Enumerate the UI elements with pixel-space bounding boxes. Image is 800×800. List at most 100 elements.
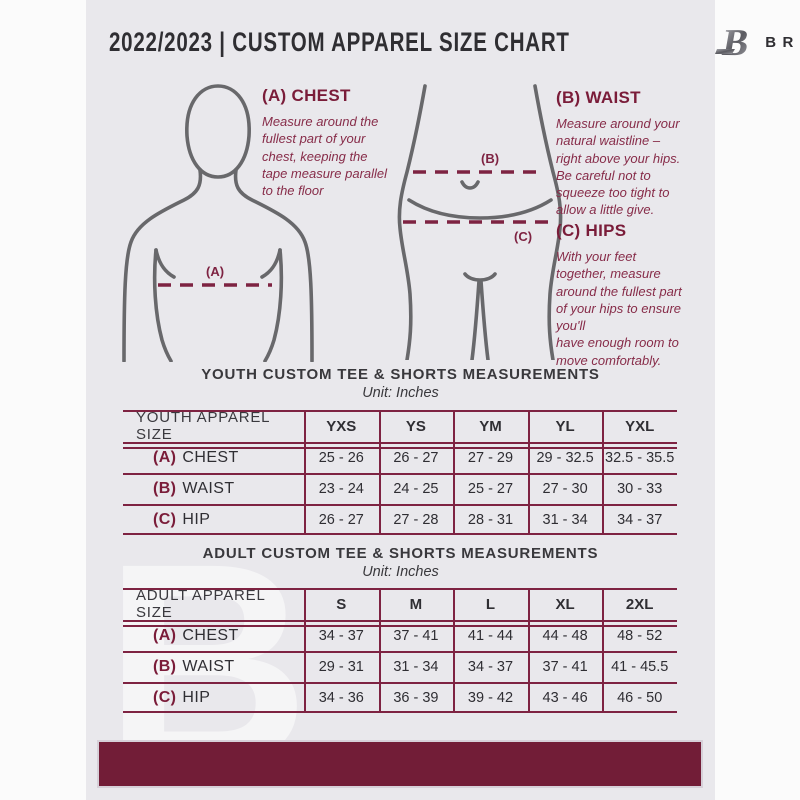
youth-size-table: YOUTH APPAREL SIZE YXS YS YM YL YXL (A) CHEST 25… [123, 409, 677, 535]
table-vertical-rule [528, 588, 530, 713]
adult-size-table: ADULT APPAREL SIZE S M L XL 2XL (A) CHEST 34 - 3… [123, 587, 677, 713]
size-header-l: L [485, 595, 496, 613]
row-label-waist: (B) WAIST [123, 651, 304, 682]
value-cell: 29 - 31 [318, 658, 364, 675]
value-cell: 44 - 48 [542, 627, 588, 644]
value-cell: 32.5 - 35.5 [605, 449, 675, 466]
value-cell: 29 - 32.5 [536, 449, 594, 466]
brand-name: BREAKAWAY [765, 33, 800, 51]
table-horizontal-rule [123, 588, 677, 590]
row-label-text: WAIST [182, 479, 235, 497]
value-cell: 37 - 41 [393, 627, 439, 644]
size-column-header: YOUTH APPAREL SIZE [136, 409, 270, 443]
size-header-2xl: 2XL [625, 595, 654, 613]
row-label-chest: (A) CHEST [123, 620, 304, 651]
table-vertical-rule [453, 588, 455, 713]
table-vertical-rule [602, 588, 604, 713]
row-prefix: (B) [153, 479, 177, 497]
footer-bar [97, 740, 703, 788]
value-cell: 34 - 37 [617, 511, 663, 528]
value-cell: 25 - 26 [318, 449, 364, 466]
row-label-waist: (B) WAIST [123, 473, 304, 504]
value-cell: 37 - 41 [542, 658, 588, 675]
table-horizontal-rule [123, 651, 677, 653]
value-cell: 28 - 31 [467, 511, 514, 528]
row-label-text: CHEST [182, 448, 239, 466]
size-header-ym: YM [479, 417, 502, 435]
size-table-grid: YOUTH APPAREL SIZE YXS YS YM YL YXL (A) CHEST 25… [123, 409, 677, 535]
figure-label-c: (C) [514, 229, 532, 244]
adult-table-unit: Unit: Inches [362, 564, 439, 580]
size-column-header: ADULT APPAREL SIZE [136, 587, 266, 621]
table-vertical-rule [528, 410, 530, 535]
size-header-s: S [336, 595, 347, 613]
value-cell: 48 - 52 [617, 627, 663, 644]
value-cell: 25 - 27 [467, 480, 514, 497]
value-cell: 34 - 36 [318, 689, 364, 706]
waist-instructions: Measure around your natural waistline – … [556, 116, 681, 218]
value-cell: 36 - 39 [393, 689, 439, 706]
adult-table-title: ADULT CUSTOM TEE & SHORTS MEASUREMENTS [202, 545, 599, 562]
table-horizontal-rule [123, 504, 677, 506]
value-cell: 27 - 29 [467, 449, 514, 466]
table-horizontal-rule [123, 473, 677, 475]
row-label-chest: (A) CHEST [123, 442, 304, 473]
document-header: 2022/2023 | CUSTOM APPAREL SIZE CHART B [86, 20, 800, 64]
size-chart-page: B 2022/2023 | CUSTOM APPAREL SIZE CHART [86, 0, 800, 800]
size-header-yxl: YXL [625, 417, 655, 435]
value-cell: 34 - 37 [467, 658, 514, 675]
table-vertical-rule [453, 410, 455, 535]
youth-table-unit: Unit: Inches [362, 385, 439, 401]
row-label-text: HIP [182, 510, 211, 528]
table-vertical-rule [304, 410, 306, 535]
table-horizontal-rule [123, 625, 677, 627]
table-horizontal-rule [123, 682, 677, 684]
hips-instructions: With your feet together, measure around … [556, 249, 682, 368]
youth-table-title: YOUTH CUSTOM TEE & SHORTS MEASUREMENTS [201, 366, 600, 383]
value-cell: 31 - 34 [393, 658, 439, 675]
table-horizontal-rule [123, 620, 677, 622]
figure-label-a: (A) [206, 264, 224, 279]
value-cell: 39 - 42 [467, 689, 514, 706]
table-horizontal-rule [123, 442, 677, 444]
waist-heading: (B) WAIST [556, 88, 641, 107]
table-vertical-rule [379, 588, 381, 713]
value-cell: 41 - 45.5 [611, 658, 669, 675]
value-cell: 24 - 25 [393, 480, 439, 497]
row-prefix: (A) [153, 448, 177, 466]
row-label-hip: (C) HIP [123, 682, 304, 713]
value-cell: 23 - 24 [318, 480, 364, 497]
hips-heading: (C) HIPS [556, 221, 627, 240]
table-vertical-rule [304, 588, 306, 713]
size-header-yxs: YXS [326, 417, 357, 435]
value-cell: 27 - 30 [542, 480, 588, 497]
page-title: 2022/2023 | CUSTOM APPAREL SIZE CHART [109, 26, 570, 57]
row-prefix: (C) [153, 688, 177, 706]
value-cell: 26 - 27 [393, 449, 439, 466]
table-horizontal-rule [123, 711, 677, 713]
value-cell: 26 - 27 [318, 511, 364, 528]
waist-hip-measurement-figure: (B) (C) [397, 84, 563, 360]
size-header-xl: XL [555, 595, 575, 613]
table-horizontal-rule [123, 447, 677, 449]
table-vertical-rule [602, 410, 604, 535]
chest-instructions: Measure around the fullest part of your … [262, 114, 388, 199]
value-cell: 41 - 44 [467, 627, 514, 644]
row-prefix: (C) [153, 510, 177, 528]
breakaway-b-logo-icon: B [715, 22, 753, 63]
row-prefix: (B) [153, 657, 177, 675]
row-prefix: (A) [153, 626, 177, 644]
chest-measurement-figure: (A) [122, 84, 314, 362]
value-cell: 30 - 33 [617, 480, 663, 497]
table-vertical-rule [379, 410, 381, 535]
brand-lockup: B BREAKAWAY [715, 21, 800, 63]
table-horizontal-rule [123, 533, 677, 535]
figure-label-b: (B) [481, 151, 499, 166]
value-cell: 31 - 34 [542, 511, 588, 528]
row-label-hip: (C) HIP [123, 504, 304, 535]
svg-text:B: B [720, 22, 753, 63]
row-label-text: HIP [182, 688, 211, 706]
row-label-text: WAIST [182, 657, 235, 675]
size-header-yl: YL [555, 417, 575, 435]
